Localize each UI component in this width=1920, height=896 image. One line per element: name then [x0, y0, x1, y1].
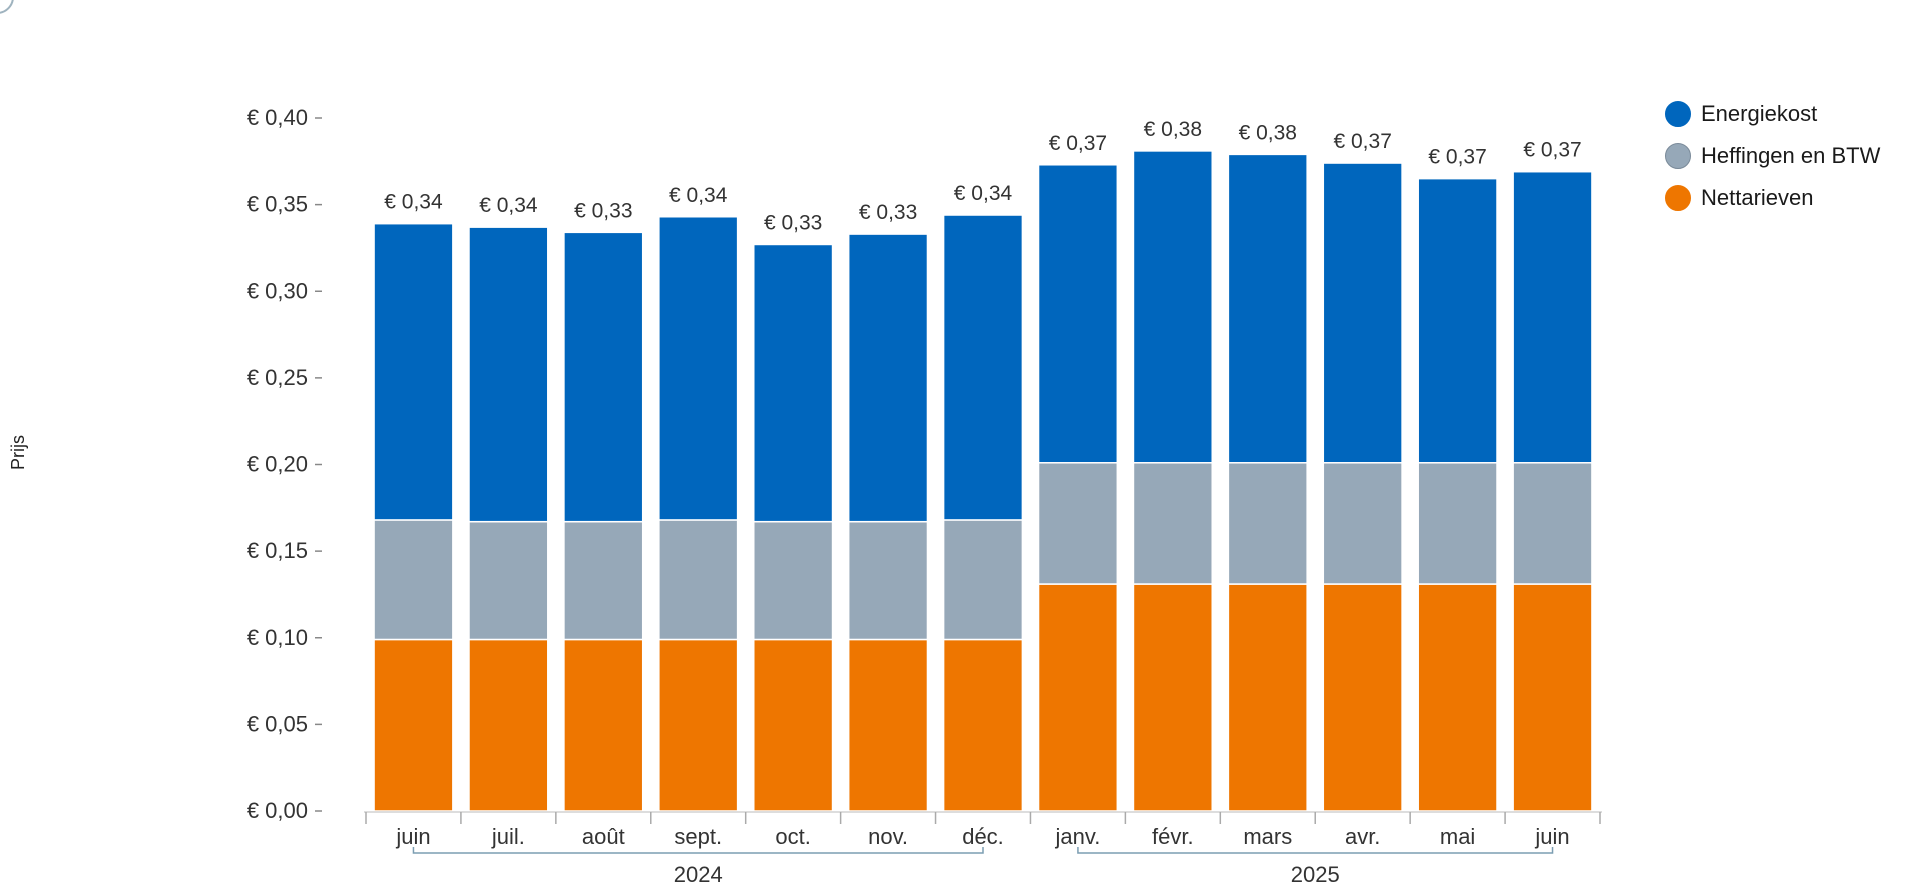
month-label: oct.	[775, 824, 810, 849]
month-label: juin	[395, 824, 430, 849]
bar-nettarieven	[1037, 583, 1119, 812]
legend-label: Heffingen en BTW	[1701, 143, 1881, 168]
bar-heffingen-en-btw	[1227, 462, 1308, 585]
bar-energiekost	[373, 222, 454, 521]
bar-nettarieven	[753, 638, 834, 812]
bar-energiekost	[1132, 150, 1213, 464]
bar-energiekost	[563, 231, 644, 523]
bar-heffingen-en-btw	[1037, 462, 1119, 585]
bar-total-label: € 0,38	[1239, 121, 1297, 144]
month-label: nov.	[868, 824, 908, 849]
bar-total-label: € 0,37	[1428, 146, 1486, 169]
bar-heffingen-en-btw	[468, 520, 549, 641]
legend: Energiekost Heffingen en BTW Nettarieven	[1665, 93, 1880, 219]
legend-swatch-icon	[1665, 101, 1691, 127]
bar-heffingen-en-btw	[1322, 462, 1403, 585]
bar-nettarieven	[942, 638, 1024, 812]
month-label: avr.	[1345, 824, 1380, 849]
month-label: févr.	[1152, 824, 1194, 849]
legend-label: Energiekost	[1701, 101, 1818, 126]
y-tick-label: € 0,00	[247, 798, 308, 823]
bar-nettarieven	[1322, 583, 1403, 812]
month-label: mars	[1243, 824, 1292, 849]
month-label: juin	[1534, 824, 1569, 849]
bar-heffingen-en-btw	[942, 519, 1024, 641]
y-tick-label: € 0,40	[247, 105, 308, 130]
bar-total-label: € 0,37	[1333, 130, 1391, 153]
bar-energiekost	[468, 226, 549, 523]
bar-nettarieven	[1417, 583, 1498, 812]
bar-energiekost	[847, 233, 929, 523]
bar-total-label: € 0,33	[574, 199, 632, 222]
bar-energiekost	[1227, 153, 1308, 464]
bar-heffingen-en-btw	[1512, 462, 1593, 585]
legend-item[interactable]: Energiekost	[1665, 93, 1880, 135]
month-label: sept.	[674, 824, 722, 849]
bar-nettarieven	[373, 638, 454, 812]
month-label: janv.	[1055, 824, 1101, 849]
year-label: 2024	[674, 862, 723, 887]
legend-item[interactable]: Nettarieven	[1665, 177, 1880, 219]
bar-heffingen-en-btw	[1417, 462, 1498, 585]
bar-heffingen-en-btw	[1132, 462, 1213, 585]
bar-nettarieven	[563, 638, 644, 812]
bar-total-label: € 0,33	[859, 201, 917, 224]
bar-total-label: € 0,34	[479, 194, 538, 217]
month-label: mai	[1440, 824, 1475, 849]
bar-energiekost	[1417, 177, 1498, 464]
bar-total-label: € 0,37	[1049, 132, 1107, 155]
bar-heffingen-en-btw	[753, 520, 834, 641]
bar-nettarieven	[1227, 583, 1308, 812]
bar-nettarieven	[847, 638, 929, 812]
bar-total-label: € 0,33	[764, 211, 822, 234]
y-tick-label: € 0,35	[247, 192, 308, 217]
y-tick-label: € 0,20	[247, 452, 308, 477]
bar-heffingen-en-btw	[563, 520, 644, 641]
bar-energiekost	[1512, 170, 1593, 464]
month-label: août	[582, 824, 625, 849]
bar-energiekost	[753, 243, 834, 523]
bar-nettarieven	[1132, 583, 1213, 812]
bar-total-label: € 0,37	[1523, 139, 1581, 162]
y-tick-label: € 0,15	[247, 538, 308, 563]
month-label: juil.	[491, 824, 525, 849]
y-tick-label: € 0,25	[247, 365, 308, 390]
bar-nettarieven	[1512, 583, 1593, 812]
y-tick-label: € 0,05	[247, 711, 308, 736]
bar-energiekost	[658, 216, 739, 521]
bar-nettarieven	[468, 638, 549, 812]
y-tick-label: € 0,30	[247, 278, 308, 303]
legend-item[interactable]: Heffingen en BTW	[1665, 135, 1880, 177]
year-bracket	[412, 847, 984, 854]
bar-heffingen-en-btw	[658, 519, 739, 641]
bar-heffingen-en-btw	[847, 520, 929, 641]
year-bracket	[1077, 847, 1554, 854]
year-label: 2025	[1291, 862, 1340, 887]
bar-energiekost	[1322, 162, 1403, 464]
legend-swatch-icon	[1665, 185, 1691, 211]
y-tick-label: € 0,10	[247, 625, 308, 650]
bar-total-label: € 0,34	[384, 191, 443, 214]
bar-nettarieven	[658, 638, 739, 812]
bar-total-label: € 0,34	[669, 184, 728, 207]
bar-energiekost	[1037, 164, 1119, 464]
legend-label: Nettarieven	[1701, 185, 1814, 210]
bar-total-label: € 0,34	[954, 182, 1013, 205]
bar-heffingen-en-btw	[373, 519, 454, 641]
legend-swatch-icon	[1665, 143, 1691, 169]
month-label: déc.	[962, 824, 1004, 849]
bar-energiekost	[942, 214, 1024, 521]
bar-total-label: € 0,38	[1144, 118, 1202, 141]
